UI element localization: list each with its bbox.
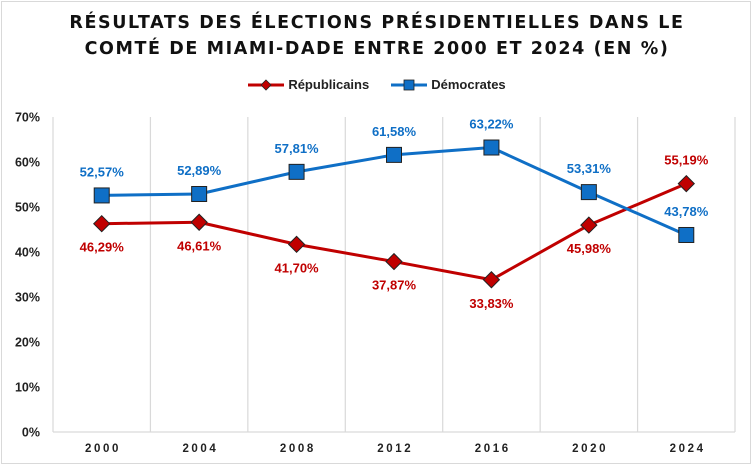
data-label-democrates: 43,78% (664, 204, 709, 219)
y-tick-label: 30% (15, 291, 40, 305)
legend-square-line-icon (391, 79, 428, 90)
x-tick-label: 2012 (377, 443, 413, 455)
data-point-republicains (287, 235, 306, 254)
data-point-democrates (483, 139, 500, 156)
chart-title: RÉSULTATS DES ÉLECTIONS PRÉSIDENTIELLES … (0, 10, 754, 62)
data-label-republicains: 46,29% (80, 240, 125, 255)
y-tick-label: 60% (15, 156, 40, 170)
data-label-democrates: 57,81% (275, 141, 320, 156)
y-tick-label: 20% (15, 336, 40, 350)
x-tick-label: 2020 (572, 443, 608, 455)
data-point-democrates (386, 146, 402, 163)
data-point-democrates (93, 187, 110, 204)
data-point-democrates (678, 226, 695, 243)
y-tick-label: 50% (15, 201, 40, 215)
data-label-democrates: 61,58% (372, 124, 417, 139)
data-point-democrates (191, 185, 208, 202)
chart-title-line-2: COMTÉ DE MIAMI-DADE ENTRE 2000 ET 2024 (… (84, 39, 670, 59)
y-tick-label: 0% (22, 426, 40, 440)
y-tick-label: 70% (15, 111, 40, 125)
y-tick-label: 10% (15, 381, 40, 395)
legend-item-democrates: Démocrates (391, 77, 506, 92)
data-point-democrates (288, 163, 305, 180)
legend-diamond-line-icon (248, 78, 285, 91)
data-label-democrates: 52,57% (80, 164, 125, 179)
data-label-democrates: 52,89% (177, 163, 222, 178)
data-label-republicains: 41,70% (275, 260, 320, 275)
data-label-democrates: 63,22% (469, 117, 514, 132)
data-point-republicains (190, 213, 208, 231)
legend: Républicains Démocrates (0, 77, 754, 92)
data-label-republicains: 45,98% (567, 241, 612, 256)
data-point-republicains (482, 271, 501, 289)
chart-title-line-1: RÉSULTATS DES ÉLECTIONS PRÉSIDENTIELLES … (69, 13, 685, 33)
data-label-republicains: 37,87% (372, 278, 417, 293)
data-point-republicains (385, 252, 403, 271)
x-tick-label: 2000 (85, 443, 121, 455)
data-point-republicains (677, 174, 695, 193)
y-tick-label: 40% (15, 246, 40, 260)
data-point-republicains (580, 216, 598, 234)
x-tick-label: 2024 (670, 443, 706, 455)
x-tick-label: 2008 (280, 443, 316, 455)
data-label-republicains: 33,83% (469, 296, 514, 311)
legend-label-republicains: Républicains (288, 77, 370, 92)
x-tick-label: 2004 (182, 443, 218, 455)
data-label-republicains: 46,61% (177, 238, 222, 253)
data-label-republicains: 55,19% (664, 153, 709, 168)
legend-label-democrates: Démocrates (431, 77, 506, 92)
legend-item-republicains: Républicains (248, 77, 369, 92)
x-tick-label: 2016 (475, 443, 511, 455)
data-label-democrates: 53,31% (567, 161, 612, 176)
data-point-republicains (93, 214, 111, 233)
data-point-democrates (580, 184, 597, 201)
